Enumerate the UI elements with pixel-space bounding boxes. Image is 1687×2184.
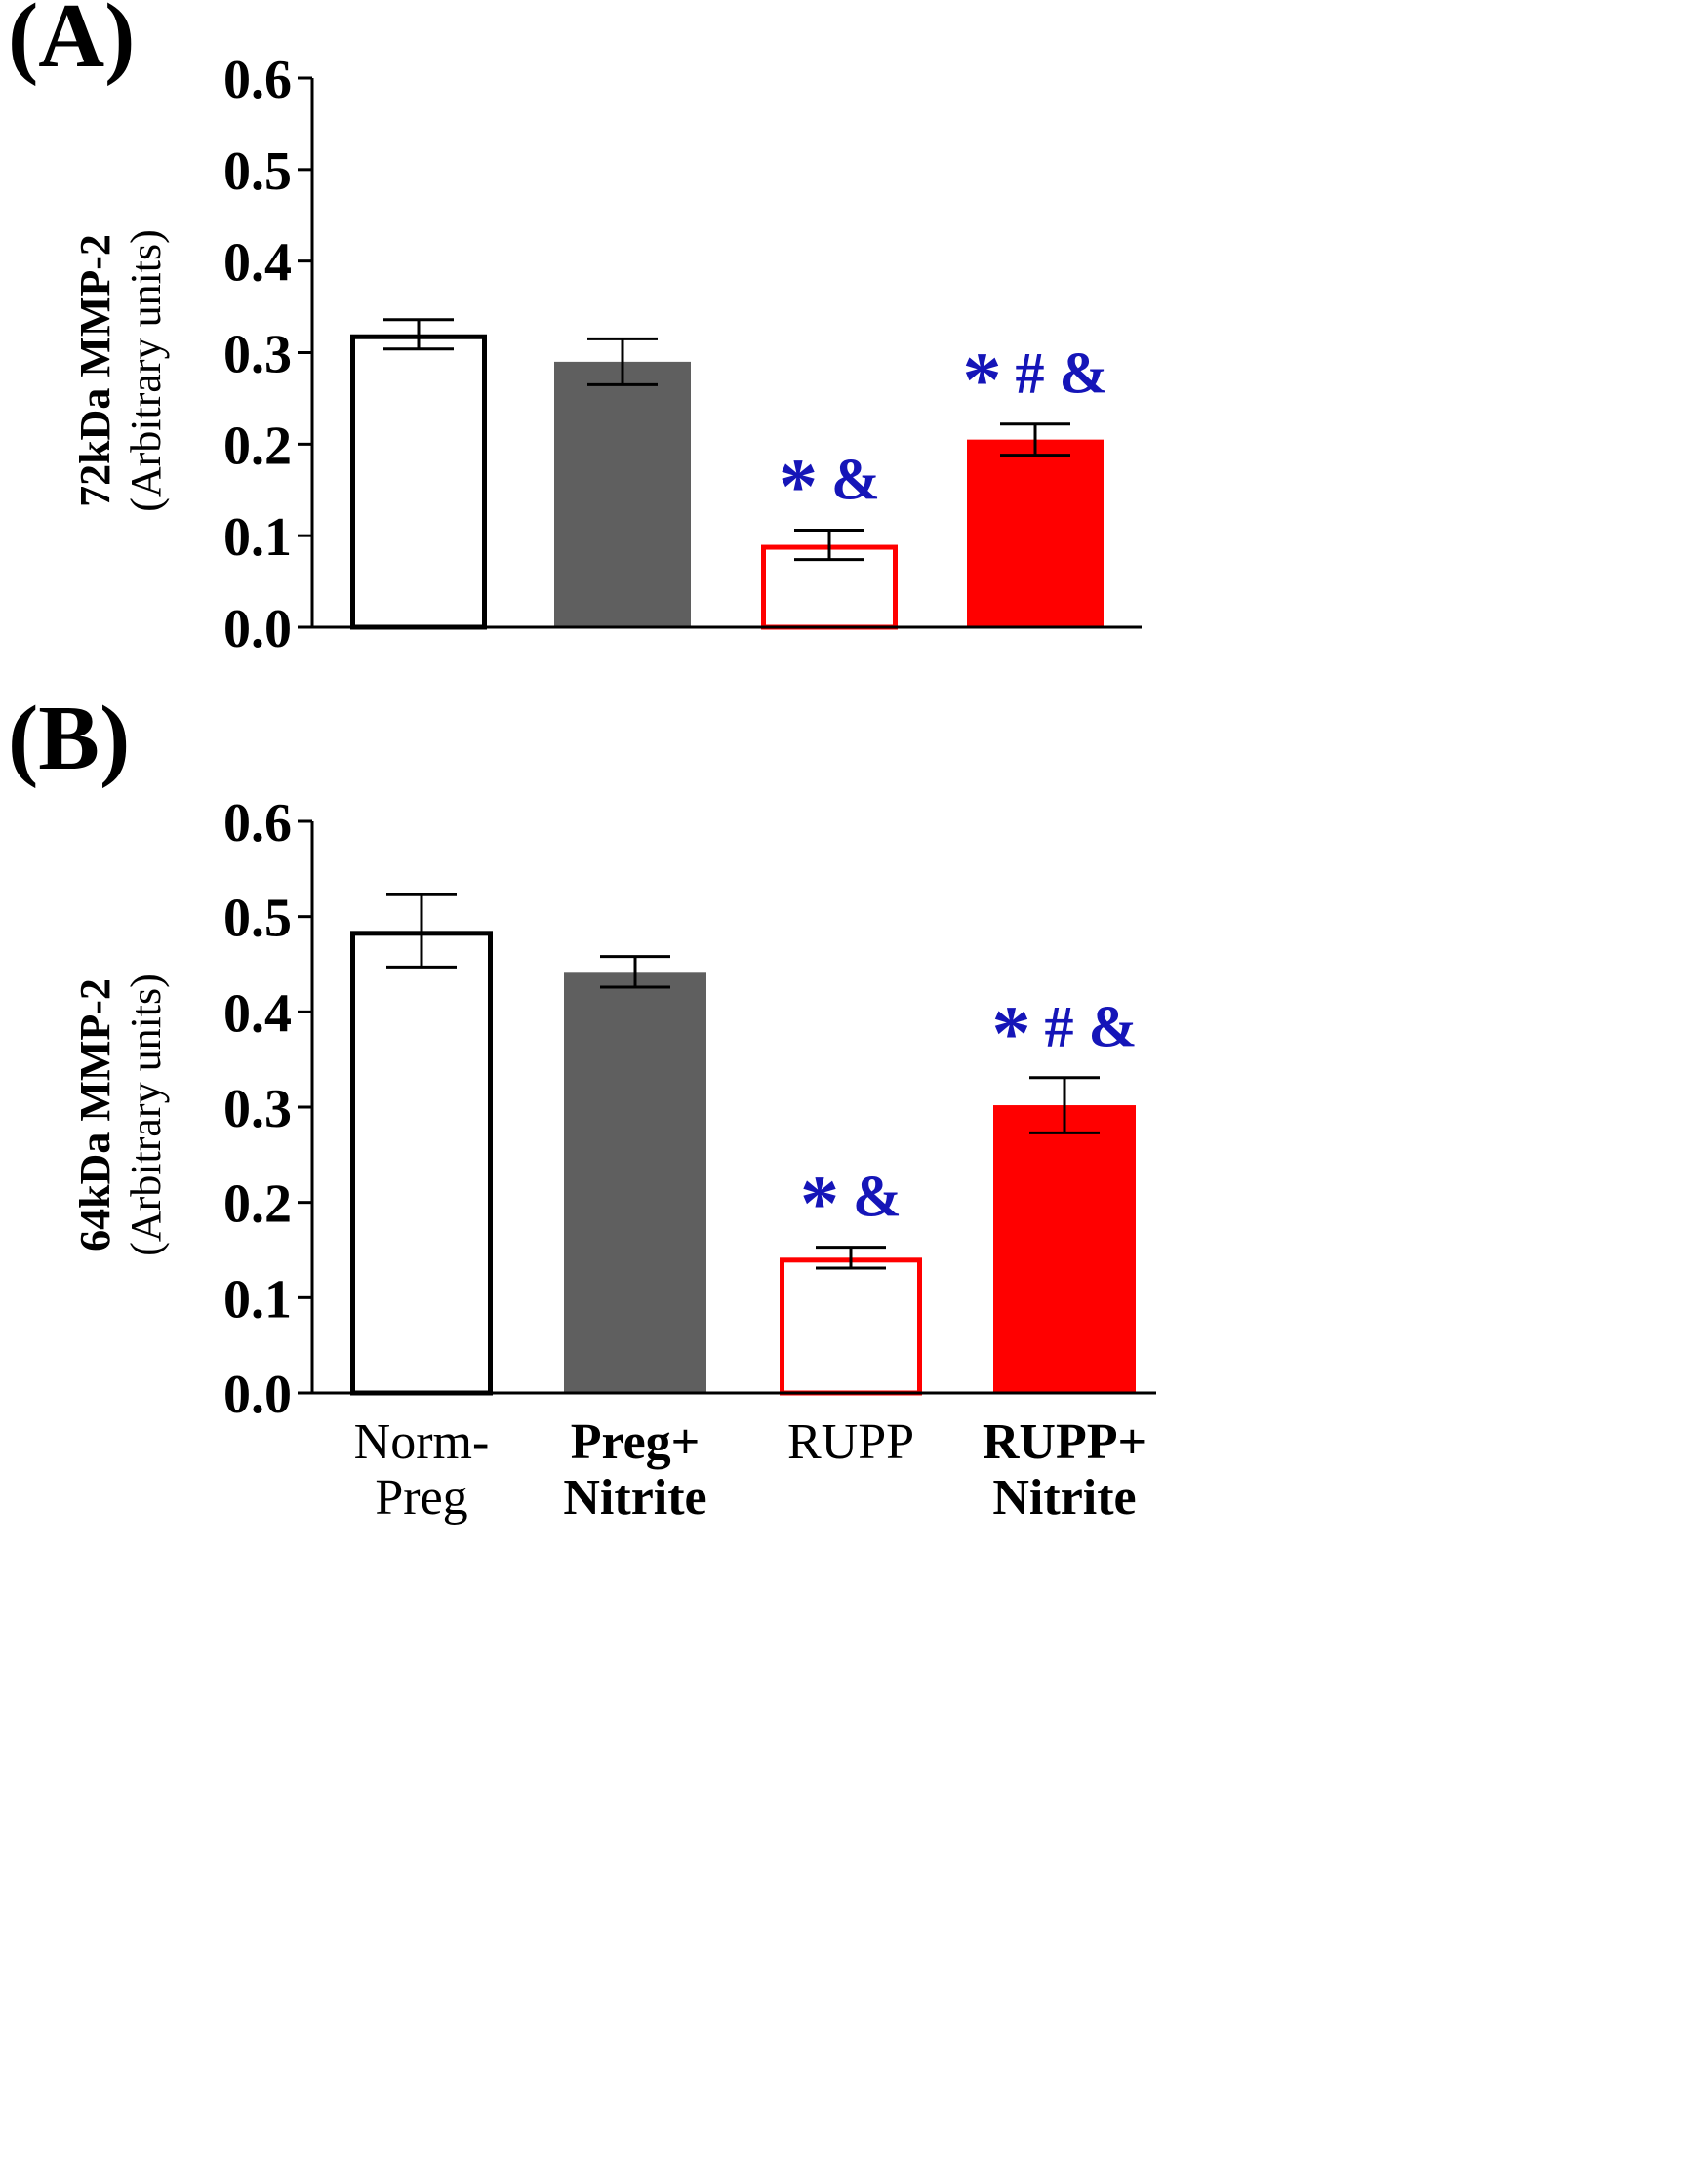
error-bar xyxy=(386,893,457,969)
x-category-label-line1: RUPP+ xyxy=(983,1414,1146,1470)
y-tick-label: 0.5 xyxy=(223,889,292,949)
annotation-star: * xyxy=(963,338,1002,424)
error-bar xyxy=(816,1246,886,1270)
y-tick-label: 0.2 xyxy=(223,416,292,476)
bar-rupp-nitrite xyxy=(993,1105,1136,1393)
x-category-label-line2: Nitrite xyxy=(563,1470,706,1526)
x-category-label-line2: Nitrite xyxy=(992,1470,1136,1526)
error-bar xyxy=(587,337,658,386)
bar-rupp-nitrite xyxy=(967,439,1104,627)
error-bar xyxy=(1029,1076,1100,1134)
x-category-label-line1: Norm- xyxy=(354,1414,490,1470)
bar-preg-nitrite xyxy=(564,972,706,1393)
significance-annotation: * # & xyxy=(992,992,1138,1078)
y-tick-label: 0.4 xyxy=(223,983,292,1044)
significance-annotation: * # & xyxy=(963,338,1108,424)
error-bar xyxy=(383,318,454,351)
bar-rupp xyxy=(780,1257,922,1396)
panel-label: (B) xyxy=(8,688,130,789)
y-tick-label: 0.4 xyxy=(223,233,292,294)
y-tick-label: 0.6 xyxy=(223,793,292,854)
significance-annotation: * & xyxy=(779,445,880,531)
y-axis-subtitle: (Arbitrary units) xyxy=(122,229,170,512)
annotation-symbols: & xyxy=(853,1165,902,1229)
annotation-symbols: & xyxy=(831,448,880,512)
x-category-label-line1: RUPP xyxy=(787,1414,914,1470)
error-bar xyxy=(1000,422,1070,457)
x-category-label-line1: Preg+ xyxy=(571,1414,701,1470)
y-axis-subtitle: (Arbitrary units) xyxy=(122,973,170,1256)
y-tick-label: 0.6 xyxy=(223,50,292,110)
annotation-star: * xyxy=(800,1162,839,1248)
y-axis-title: 64kDa MMP-2 xyxy=(71,978,119,1251)
bar-norm-preg xyxy=(350,931,493,1396)
panel-b-chart: (B)64kDa MMP-2 (Arbitrary units) * &* # &0.0… xyxy=(8,688,1156,1425)
y-tick-label: 0.2 xyxy=(223,1174,292,1235)
significance-annotation: * & xyxy=(800,1162,902,1248)
y-tick-label: 0.5 xyxy=(223,141,292,202)
y-tick-label: 0.0 xyxy=(223,599,292,659)
y-tick-label: 0.0 xyxy=(223,1365,292,1425)
y-tick-label: 0.3 xyxy=(223,1079,292,1139)
bar-preg-nitrite xyxy=(554,361,691,627)
annotation-star: * xyxy=(779,445,818,531)
error-bar xyxy=(794,529,864,562)
y-axis-title: 72kDa MMP-2 xyxy=(71,234,119,507)
y-tick-label: 0.1 xyxy=(223,507,292,568)
y-tick-label: 0.1 xyxy=(223,1269,292,1330)
error-bar xyxy=(600,955,670,989)
annotation-star: * xyxy=(992,992,1031,1078)
panel-label: (A) xyxy=(8,0,136,87)
bar-norm-preg xyxy=(350,334,487,630)
annotation-symbols: # & xyxy=(1016,341,1108,406)
annotation-symbols: # & xyxy=(1045,995,1138,1059)
x-category-label-line2: Preg xyxy=(375,1470,467,1526)
y-tick-label: 0.3 xyxy=(223,325,292,385)
panel-a-chart: (A)72kDa MMP-2 (Arbitrary units) * &* # &0.0… xyxy=(8,0,1142,659)
